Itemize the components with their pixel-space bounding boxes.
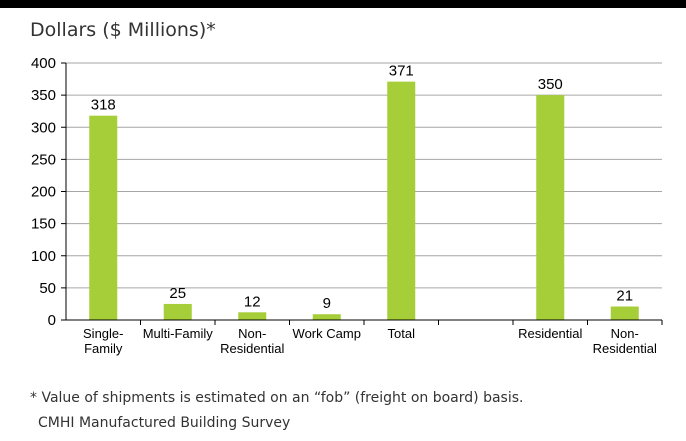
gridlines bbox=[66, 62, 662, 289]
value-label-6: 350 bbox=[538, 76, 563, 93]
value-label-4: 371 bbox=[389, 63, 414, 80]
unit-label: Dollars ($ Millions)* bbox=[30, 19, 216, 41]
category-label-3: Work Camp bbox=[293, 326, 361, 341]
y-tick-label-0: 0 bbox=[48, 312, 56, 329]
top-banner-bar bbox=[0, 0, 686, 8]
y-tick-label-400: 400 bbox=[31, 55, 56, 72]
axes: 0 50 100 150 200 250 300 350 400 bbox=[31, 55, 663, 329]
category-label-1: Multi-Family bbox=[143, 326, 214, 341]
y-tick-label-250: 250 bbox=[31, 151, 56, 168]
bar-0 bbox=[89, 115, 118, 320]
footnote: * Value of shipments is estimated on an … bbox=[30, 390, 524, 406]
bar-chart: 0 50 100 150 200 250 300 350 400 318 Single-Famil… bbox=[31, 55, 663, 356]
category-label-4: Total bbox=[388, 326, 416, 341]
bar-6 bbox=[536, 95, 565, 320]
value-label-0: 318 bbox=[91, 97, 116, 114]
labels: 318 Single-Family 25 Multi-Family 12 Non-Resi… bbox=[83, 63, 657, 356]
bar-7 bbox=[610, 306, 639, 320]
bar-3 bbox=[312, 314, 341, 320]
value-label-3: 9 bbox=[323, 295, 331, 312]
y-tick-label-200: 200 bbox=[31, 184, 56, 201]
category-label-0: Single-Family bbox=[83, 326, 123, 356]
y-tick-label-350: 350 bbox=[31, 87, 56, 104]
value-label-7: 21 bbox=[616, 288, 633, 305]
category-label-2: Non-Residential bbox=[220, 326, 284, 356]
bar-2 bbox=[238, 312, 267, 320]
bar-1 bbox=[163, 303, 192, 320]
category-label-7: Non-Residential bbox=[593, 326, 657, 356]
source-note: CMHI Manufactured Building Survey bbox=[38, 415, 291, 431]
category-label-6: Residential bbox=[518, 326, 582, 341]
y-tick-label-300: 300 bbox=[31, 119, 56, 136]
bar-4 bbox=[387, 81, 416, 320]
y-tick-label-50: 50 bbox=[39, 280, 56, 297]
value-label-2: 12 bbox=[244, 293, 261, 310]
y-tick-label-150: 150 bbox=[31, 216, 56, 233]
bars bbox=[89, 81, 639, 320]
value-label-1: 25 bbox=[169, 285, 186, 302]
y-tick-label-100: 100 bbox=[31, 248, 56, 265]
